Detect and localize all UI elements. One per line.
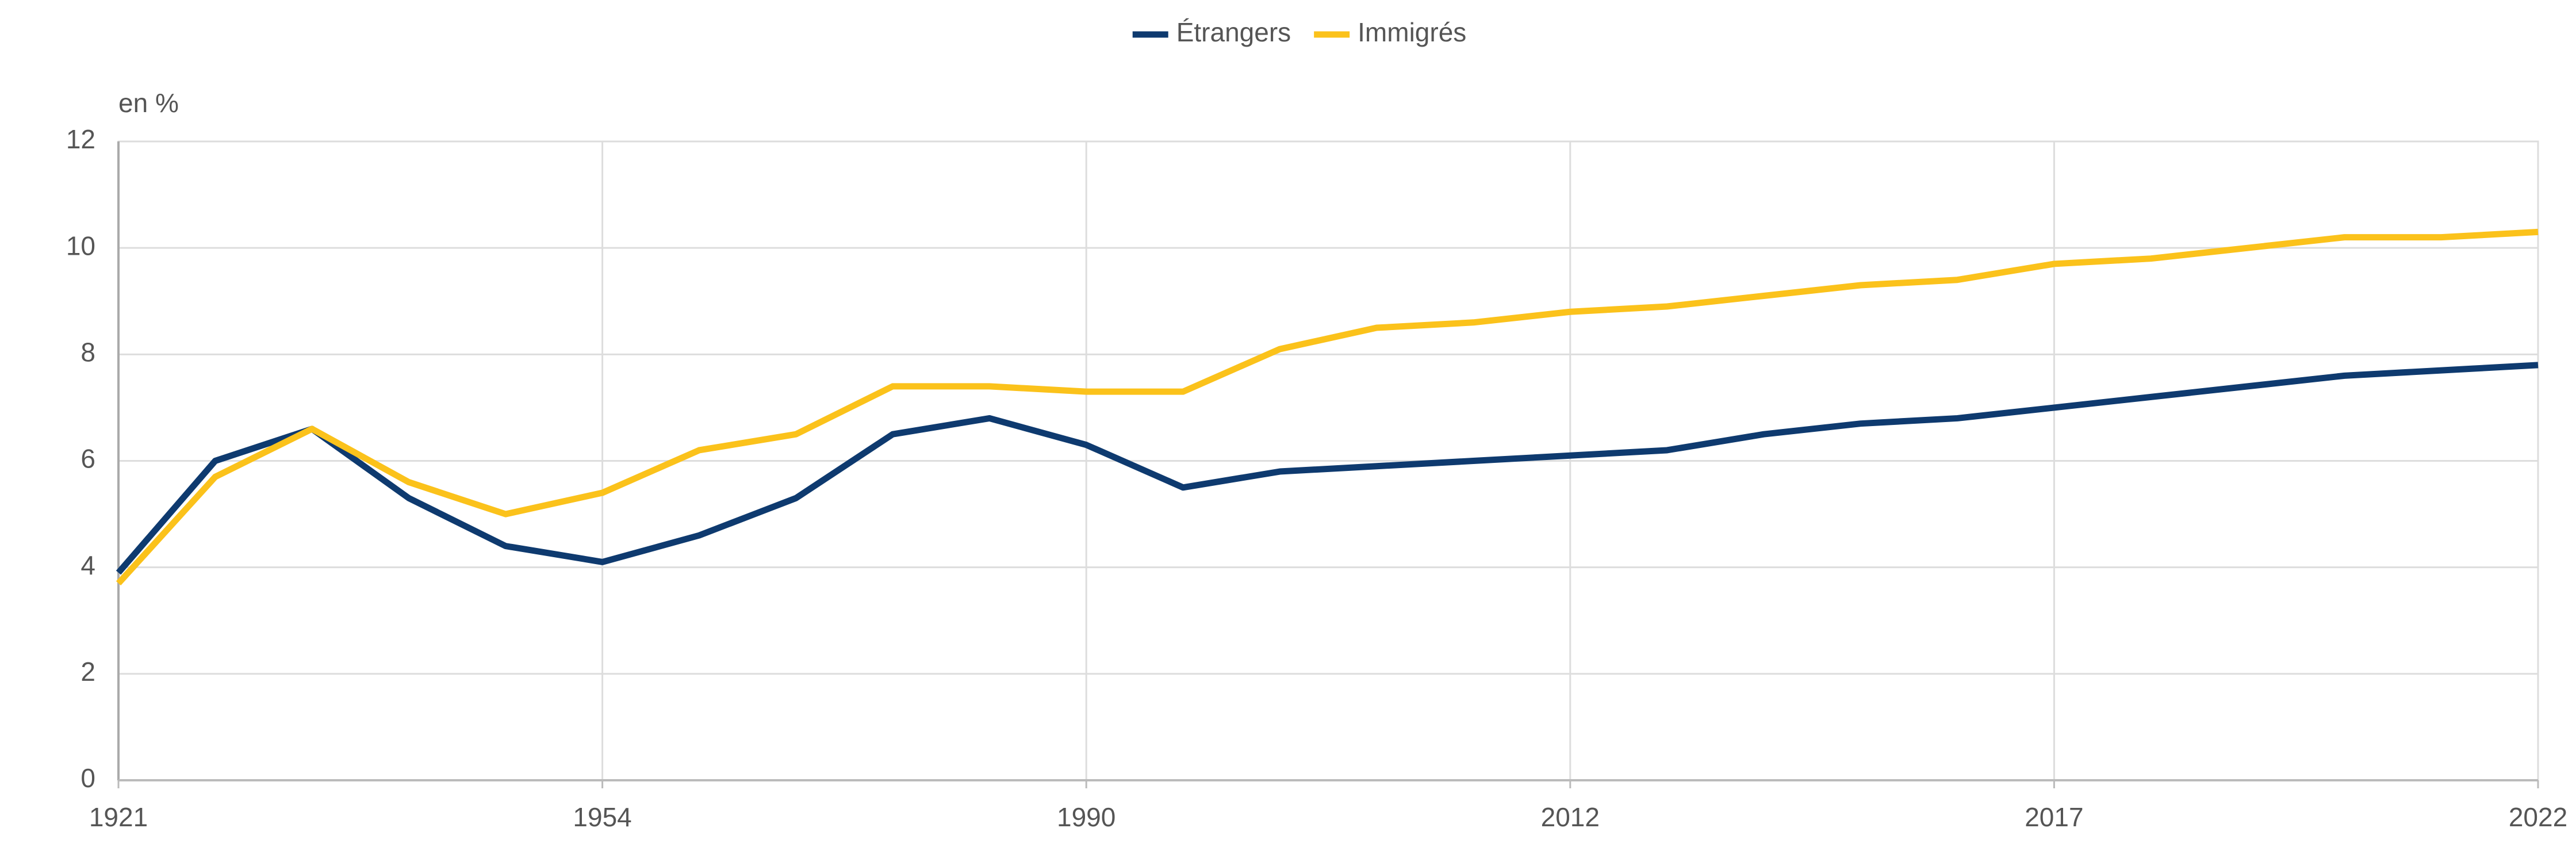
y-tick-label: 0: [80, 763, 95, 793]
y-tick-label: 6: [80, 444, 95, 474]
y-axis-label: en %: [118, 88, 179, 118]
y-tick-label: 2: [80, 657, 95, 687]
y-tick-label: 12: [66, 124, 95, 154]
y-tick-label: 10: [66, 231, 95, 260]
line-series: [116, 228, 2539, 586]
legend-label: Étrangers: [1176, 17, 1291, 47]
legend-label: Immigrés: [1358, 17, 1466, 47]
x-tick-label: 1921: [89, 802, 148, 832]
y-tick-label: 4: [80, 550, 95, 580]
x-tick-label: 2022: [2509, 802, 2567, 832]
line-series: [116, 362, 2539, 575]
x-tick-label: 2017: [2025, 802, 2083, 832]
x-tick-label: 1990: [1057, 802, 1116, 832]
x-tick-label: 1954: [573, 802, 631, 832]
y-tick-label: 8: [80, 337, 95, 367]
x-tick-label: 2012: [1541, 802, 1600, 832]
